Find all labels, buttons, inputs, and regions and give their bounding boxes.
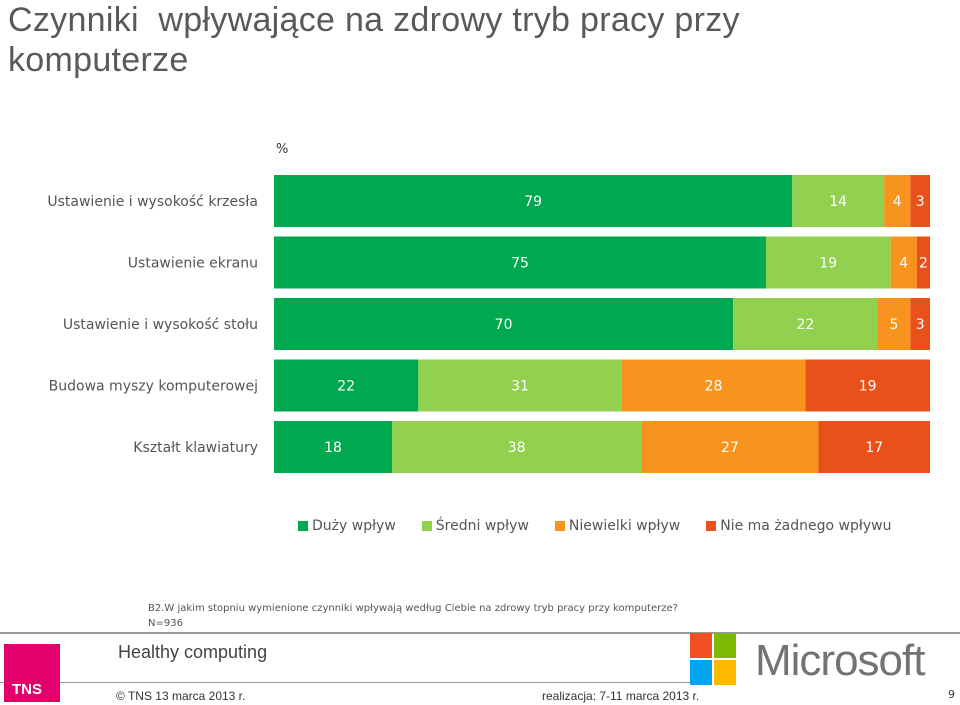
tns-logo: TNS [4, 644, 60, 702]
bar-segment [418, 359, 622, 412]
bar-segment [274, 175, 793, 227]
bar-segment [877, 298, 911, 350]
data-label: 17 [865, 440, 883, 456]
footnote: B2.W jakim stopniu wymienione czynniki w… [148, 601, 678, 631]
bar-segment [274, 298, 734, 350]
data-label: 3 [916, 317, 925, 333]
tns-logo-text: TNS [12, 681, 42, 698]
footer-bottom-line [0, 682, 700, 683]
category-label: Kształt klawiatury [133, 440, 258, 456]
data-label: 18 [324, 440, 342, 456]
bar-segment [641, 421, 819, 473]
data-label: 5 [889, 317, 898, 333]
bar-segment [792, 175, 885, 227]
bar-segment [766, 236, 891, 289]
bar-segment [392, 421, 642, 473]
data-label: 22 [796, 317, 814, 333]
legend-item: Niewielki wpływ [554, 518, 681, 534]
data-label: 75 [511, 256, 529, 272]
chart-legend: Duży wpływ Średni wpływ Niewielki wpływ Nie… [298, 516, 917, 536]
bar-segment [274, 359, 419, 412]
legend-label: Niewielki wpływ [568, 518, 681, 534]
legend-item: Nie ma żadnego wpływu [706, 518, 891, 534]
legend-item: Duży wpływ [298, 518, 396, 534]
data-label: 27 [721, 440, 739, 456]
data-label: 28 [705, 379, 723, 395]
data-label: 22 [337, 379, 355, 395]
bar-segment [805, 359, 930, 412]
footnote-question: B2.W jakim stopniu wymienione czynniki w… [148, 603, 678, 614]
bar-segment [916, 236, 930, 289]
logo-tile-green [714, 633, 736, 658]
data-label: 31 [511, 379, 529, 395]
category-label: Ustawienie ekranu [128, 256, 258, 272]
data-label: 38 [508, 440, 526, 456]
bar-segment [733, 298, 878, 350]
project-name: Healthy computing [118, 642, 268, 662]
logo-tile-blue [690, 660, 712, 685]
microsoft-windows-logo-icon [690, 633, 736, 685]
bar-segment [910, 175, 930, 227]
bar-segment [890, 236, 917, 289]
realization-date: realizacja: 7-11 marca 2013 r. [542, 689, 700, 703]
legend-label: Duży wpływ [312, 518, 396, 534]
category-label: Budowa myszy komputerowej [49, 379, 258, 395]
bar-segment [910, 298, 930, 350]
footer-divider [0, 632, 960, 634]
legend-label: Średni wpływ [435, 518, 529, 534]
bar-segment [274, 236, 766, 289]
microsoft-logo-text: Microsoft [755, 636, 925, 685]
data-label: 79 [524, 194, 542, 210]
bar-segment [818, 421, 930, 473]
data-label: 19 [859, 379, 877, 395]
copyright-text: © TNS 13 marca 2013 r. [116, 689, 246, 703]
legend-label: Nie ma żadnego wpływu [720, 518, 892, 534]
legend-swatch [706, 521, 717, 531]
data-label: 2 [919, 256, 928, 272]
logo-tile-yellow [714, 660, 736, 685]
bar-segment [884, 175, 911, 227]
data-label: 14 [829, 194, 847, 210]
legend-swatch [554, 521, 565, 531]
category-label: Ustawienie i wysokość stołu [63, 317, 258, 333]
data-label: 4 [893, 194, 902, 210]
category-label: Ustawienie i wysokość krzesła [47, 194, 258, 210]
legend-item: Średni wpływ [421, 518, 529, 534]
stacked-bar-chart: Ustawienie i wysokość krzesła 79 14 4 3Ustaw… [47, 175, 930, 473]
page-number: 9 [948, 688, 955, 701]
data-label: 3 [916, 194, 925, 210]
logo-tile-red [690, 633, 712, 658]
footnote-sample-size: N=936 [148, 618, 183, 629]
percent-label: % [276, 142, 289, 157]
legend-swatch [421, 521, 432, 531]
data-label: 70 [495, 317, 513, 333]
bar-segment [274, 421, 393, 473]
legend-swatch [298, 521, 308, 531]
data-label: 19 [819, 256, 837, 272]
bar-segment [621, 359, 806, 412]
data-label: 4 [899, 256, 908, 272]
slide-title: Czynniki wpływające na zdrowy tryb pracy… [8, 1, 750, 79]
